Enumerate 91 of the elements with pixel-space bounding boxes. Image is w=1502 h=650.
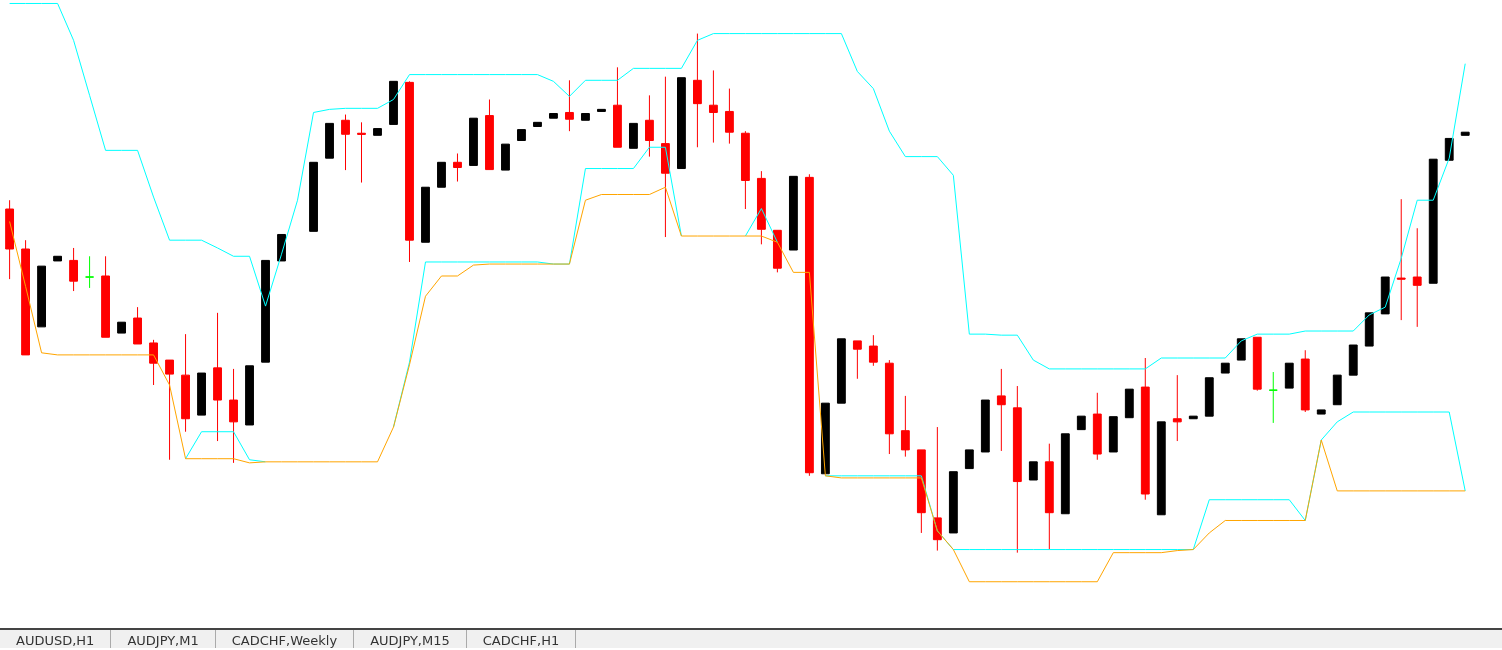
candlestick [1108, 416, 1118, 453]
candlestick [1076, 415, 1086, 431]
candlestick [677, 77, 686, 170]
candlestick [1124, 388, 1134, 419]
candlestick [1236, 338, 1246, 361]
candlestick [948, 471, 958, 534]
candlestick [980, 399, 990, 453]
candlestick [309, 161, 318, 232]
candlestick [485, 99, 494, 171]
candlestick [469, 117, 478, 166]
candlestick [708, 69, 718, 144]
candlestick [629, 122, 638, 149]
text: CADCHF,Weekly [215, 630, 355, 648]
candlestick [21, 239, 31, 356]
candlestick [900, 395, 910, 458]
candlestick [932, 426, 942, 552]
candlestick [772, 229, 782, 273]
candlestick [357, 121, 366, 184]
candlestick [804, 173, 814, 477]
candlestick [1268, 371, 1278, 424]
candlestick [1252, 336, 1262, 392]
candlestick [661, 76, 670, 238]
candlestick [788, 175, 798, 251]
candlestick [1012, 385, 1022, 554]
candlestick [1284, 362, 1294, 389]
candlestick [1300, 349, 1310, 413]
candlestick [197, 372, 206, 416]
candlestick [1028, 461, 1038, 481]
text: CADCHF,H1 [466, 630, 577, 648]
candlestick [1044, 443, 1054, 551]
candlestick [213, 312, 222, 442]
candlestick [613, 66, 622, 148]
candlestick [533, 121, 542, 127]
candlestick [740, 130, 750, 210]
candlestick [1220, 362, 1230, 374]
candlestick [1364, 312, 1374, 347]
candlestick [421, 186, 430, 243]
candlestick [1140, 357, 1150, 501]
candlestick [133, 306, 142, 345]
candlestick [916, 449, 926, 534]
text: AUDJPY,M15 [354, 630, 467, 648]
candlestick [1380, 276, 1390, 315]
candlestick [1348, 344, 1358, 376]
candlestick [341, 114, 350, 171]
candlestick [597, 108, 606, 112]
candlestick [1092, 392, 1102, 461]
candlestick [389, 80, 398, 125]
candlestick [261, 259, 270, 363]
candlestick [501, 143, 510, 171]
candlestick [229, 368, 238, 464]
candlestick [836, 338, 846, 404]
candlestick [549, 113, 558, 119]
candlestick [373, 128, 382, 136]
candlestick [101, 255, 110, 338]
candlestick [996, 368, 1006, 452]
candlestick [437, 161, 446, 188]
candlestick [453, 152, 462, 183]
candlestick [69, 247, 78, 292]
candlestick [565, 79, 574, 132]
candlestick [517, 129, 526, 142]
candlestick [884, 359, 894, 455]
candlestick [693, 33, 702, 148]
candlestick [1332, 374, 1342, 406]
candlestick [245, 365, 254, 426]
candlestick [1428, 158, 1438, 284]
candlestick [756, 170, 766, 245]
candlestick [181, 333, 190, 433]
candlestick [1204, 377, 1214, 417]
candlestick [1460, 131, 1470, 136]
candlestick [1412, 227, 1422, 328]
candlestick [1396, 198, 1406, 321]
candlestick [325, 122, 334, 159]
candlestick [85, 255, 94, 289]
candlestick [964, 449, 974, 470]
candlestick [1060, 433, 1070, 515]
candlestick [1172, 374, 1182, 442]
candlestick [117, 321, 126, 334]
candlestick [868, 334, 878, 367]
text: AUDUSD,H1 [0, 630, 112, 648]
candlestick [165, 359, 174, 461]
candlestick [852, 340, 862, 380]
candlestick [645, 94, 654, 158]
text: AUDJPY,M1 [111, 630, 216, 648]
candlestick [5, 199, 15, 280]
candlestick [581, 113, 590, 121]
candlestick [1156, 421, 1166, 516]
candlestick [724, 88, 734, 145]
candlestick [53, 255, 62, 262]
candlestick [1316, 409, 1326, 415]
candlestick [405, 80, 414, 263]
candlestick [37, 265, 47, 328]
